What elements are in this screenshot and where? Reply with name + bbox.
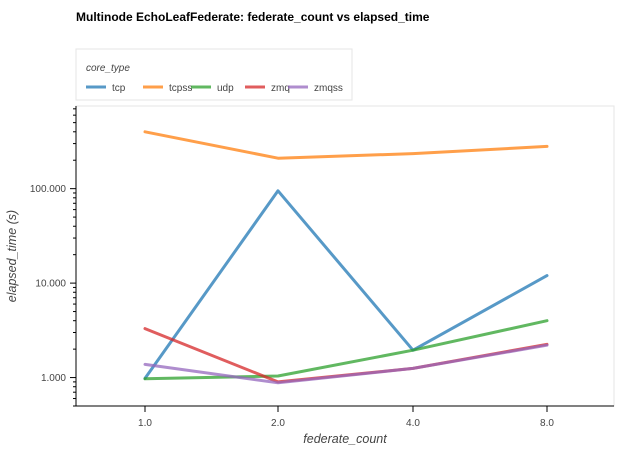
y-axis: 1.000 10.000 100.000 <box>30 106 77 407</box>
legend-label-zmq: zmq <box>271 83 290 94</box>
x-tick-label: 2.0 <box>271 418 285 429</box>
chart-title: Multinode EchoLeafFederate: federate_cou… <box>76 10 430 24</box>
x-axis: 1.0 2.0 4.0 8.0 <box>76 405 614 429</box>
series-line-tcpss <box>143 130 549 160</box>
y-tick-label: 10.000 <box>35 279 66 290</box>
series-line-udp <box>143 319 549 381</box>
series-layer <box>143 130 549 385</box>
legend-title: core_type <box>86 63 130 74</box>
y-tick-label: 1.000 <box>41 373 66 384</box>
legend-label-zmqss: zmqss <box>314 83 343 94</box>
y-axis-label: elapsed_time (s) <box>5 210 19 302</box>
x-tick-label: 1.0 <box>138 418 152 429</box>
x-axis-label: federate_count <box>303 432 387 446</box>
legend-label-udp: udp <box>217 83 234 94</box>
series-line-zmqss <box>143 343 549 385</box>
x-tick-label: 4.0 <box>406 418 420 429</box>
legend-box <box>75 48 353 101</box>
legend: core_type tcp tcpss udp zmq zmqss <box>75 48 353 101</box>
x-tick-label: 8.0 <box>540 418 554 429</box>
y-tick-label: 100.000 <box>30 184 67 195</box>
legend-label-tcpss: tcpss <box>169 83 192 94</box>
legend-label-tcp: tcp <box>112 83 126 94</box>
series-line-tcp <box>143 189 549 380</box>
